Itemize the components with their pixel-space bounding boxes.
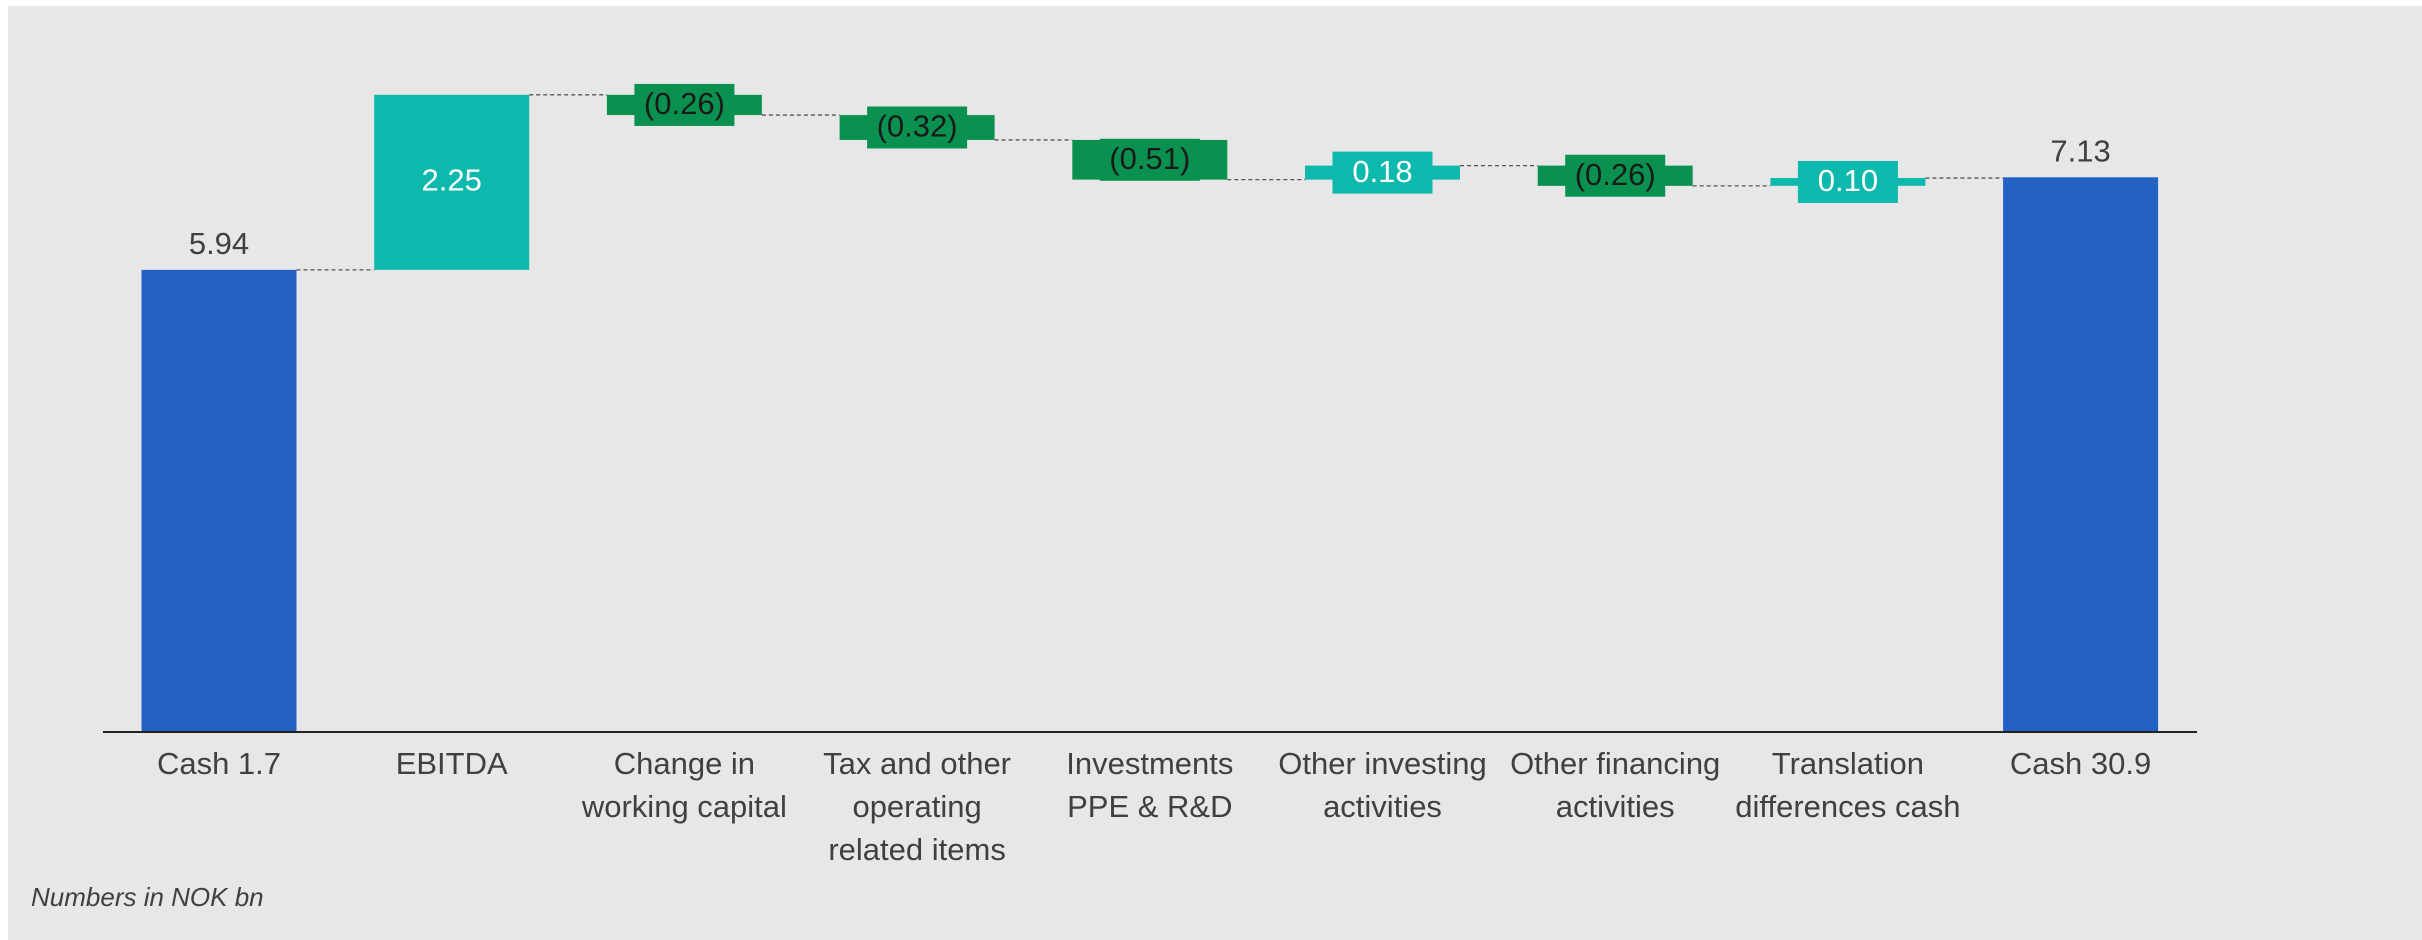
data-label: 2.25 bbox=[422, 163, 482, 198]
label-box bbox=[1565, 154, 1666, 197]
data-label: 0.10 bbox=[1818, 163, 1878, 198]
x-tick-label: Cash 30.9 bbox=[2009, 746, 2152, 781]
bar bbox=[2003, 177, 2159, 732]
x-tick-label: EBITDA bbox=[395, 746, 508, 781]
label-box bbox=[1099, 138, 1200, 181]
data-label: 5.94 bbox=[189, 226, 249, 261]
data-label: (0.51) bbox=[1109, 141, 1190, 176]
x-tick-label: Investments PPE & R&D bbox=[1066, 746, 1234, 824]
label-box bbox=[867, 106, 968, 149]
x-tick-label: Tax and other operating related items bbox=[823, 746, 1012, 867]
data-label: (0.32) bbox=[877, 109, 958, 144]
bar bbox=[374, 94, 530, 270]
x-tick-label: Translation differences cash bbox=[1735, 746, 1961, 824]
x-tick-label: Change in working capital bbox=[581, 746, 787, 824]
chart: 5.94 2.25 (0.26) (0.32) (0.51) 0.18 (0.26) 0.10… bbox=[8, 6, 2422, 940]
data-label: (0.26) bbox=[644, 86, 725, 121]
footnote: Numbers in NOK bn bbox=[31, 882, 264, 912]
x-tick-label: Cash 1.7 bbox=[156, 746, 282, 781]
data-label: (0.26) bbox=[1575, 157, 1656, 192]
x-tick-label: Other investing activities bbox=[1278, 746, 1487, 824]
label-box bbox=[1797, 160, 1898, 203]
data-label: 7.13 bbox=[2050, 133, 2110, 168]
label-box bbox=[634, 83, 735, 126]
data-label: 0.18 bbox=[1352, 154, 1412, 189]
label-box bbox=[1332, 151, 1433, 194]
plot: 5.94 2.25 (0.26) (0.32) (0.51) 0.18 (0.26) 0.10… bbox=[103, 83, 2197, 733]
x-tick-label: Other financing activities bbox=[1510, 746, 1721, 824]
bar bbox=[141, 269, 297, 732]
